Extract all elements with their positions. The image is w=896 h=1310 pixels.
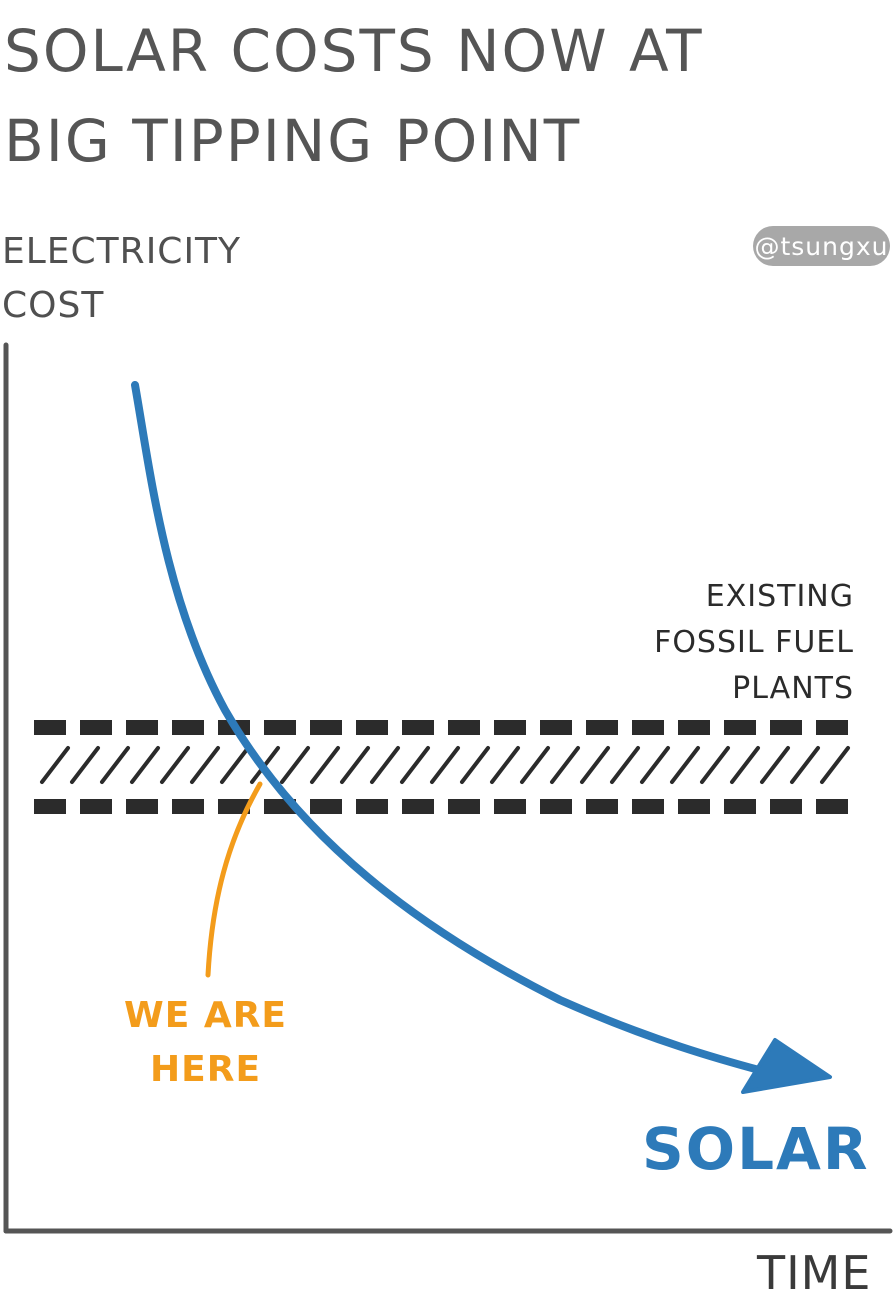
band-dash xyxy=(770,720,802,735)
band-label-line-2: FOSSIL FUEL xyxy=(654,625,854,660)
solar-arrowhead xyxy=(741,1038,832,1094)
band-hatch-line xyxy=(460,746,490,784)
band-hatch-line xyxy=(190,746,220,784)
band-hatch-line xyxy=(790,746,820,784)
band-dash xyxy=(770,799,802,814)
we-are-here-label-line-1: WE ARE xyxy=(124,995,288,1036)
band-label-line-3: PLANTS xyxy=(732,671,854,706)
band-hatch-line xyxy=(370,746,400,784)
band-hatch-line xyxy=(130,746,160,784)
band-dash xyxy=(678,720,710,735)
band-hatch-line xyxy=(400,746,430,784)
band-dash xyxy=(632,720,664,735)
band-hatch-line xyxy=(430,746,460,784)
band-hatch-line xyxy=(100,746,130,784)
band-dash xyxy=(816,720,848,735)
solar-curve-label: SOLAR xyxy=(642,1115,870,1183)
band-dash xyxy=(448,720,480,735)
band-dash xyxy=(540,799,572,814)
band-dash xyxy=(494,720,526,735)
y-axis-label-line-1: ELECTRICITY xyxy=(2,231,242,272)
band-dash xyxy=(678,799,710,814)
band-hatch-line xyxy=(40,746,70,784)
band-label-line-1: EXISTING xyxy=(705,579,854,614)
band-bottom-dashes xyxy=(34,799,848,814)
we-are-here-label-line-2: HERE xyxy=(150,1049,262,1090)
band-hatch-line xyxy=(700,746,730,784)
band-dash xyxy=(126,799,158,814)
band-dash xyxy=(172,720,204,735)
band-top-dashes xyxy=(34,720,848,735)
band-hatch-line xyxy=(580,746,610,784)
band-dash xyxy=(310,799,342,814)
author-handle-badge: @tsungxu xyxy=(753,226,890,266)
band-dash xyxy=(34,720,66,735)
band-dash xyxy=(172,799,204,814)
band-hatch-line xyxy=(70,746,100,784)
band-dash xyxy=(34,799,66,814)
band-dash xyxy=(494,799,526,814)
band-hatch-line xyxy=(280,746,310,784)
band-dash xyxy=(586,720,618,735)
page-title-line-1: SOLAR COSTS NOW AT xyxy=(4,17,704,85)
band-dash xyxy=(448,799,480,814)
band-hatch-line xyxy=(340,746,370,784)
band-dash xyxy=(724,720,756,735)
band-dash xyxy=(310,720,342,735)
band-hatch-line xyxy=(670,746,700,784)
band-hatch-line xyxy=(730,746,760,784)
band-dash xyxy=(586,799,618,814)
band-hatch-line xyxy=(640,746,670,784)
band-dash xyxy=(540,720,572,735)
band-hatch-line xyxy=(820,746,850,784)
band-dash xyxy=(402,720,434,735)
band-dash xyxy=(632,799,664,814)
band-hatching xyxy=(40,746,850,784)
band-hatch-line xyxy=(610,746,640,784)
y-axis-label-line-2: COST xyxy=(2,285,105,326)
solar-cost-curve xyxy=(131,381,782,1079)
band-hatch-line xyxy=(220,746,250,784)
fossil-fuel-band xyxy=(34,720,850,814)
band-hatch-line xyxy=(160,746,190,784)
band-hatch-line xyxy=(550,746,580,784)
band-dash xyxy=(264,720,296,735)
band-dash xyxy=(724,799,756,814)
band-hatch-line xyxy=(760,746,790,784)
band-dash xyxy=(126,720,158,735)
band-dash xyxy=(356,799,388,814)
band-dash xyxy=(356,720,388,735)
band-dash xyxy=(218,799,250,814)
band-dash xyxy=(402,799,434,814)
band-hatch-line xyxy=(310,746,340,784)
band-hatch-line xyxy=(520,746,550,784)
we-are-here-pointer xyxy=(205,781,263,978)
band-dash xyxy=(80,799,112,814)
band-dash xyxy=(816,799,848,814)
band-dash xyxy=(80,720,112,735)
band-hatch-line xyxy=(490,746,520,784)
x-axis-label: TIME xyxy=(757,1246,872,1300)
page-title-line-2: BIG TIPPING POINT xyxy=(4,107,582,175)
